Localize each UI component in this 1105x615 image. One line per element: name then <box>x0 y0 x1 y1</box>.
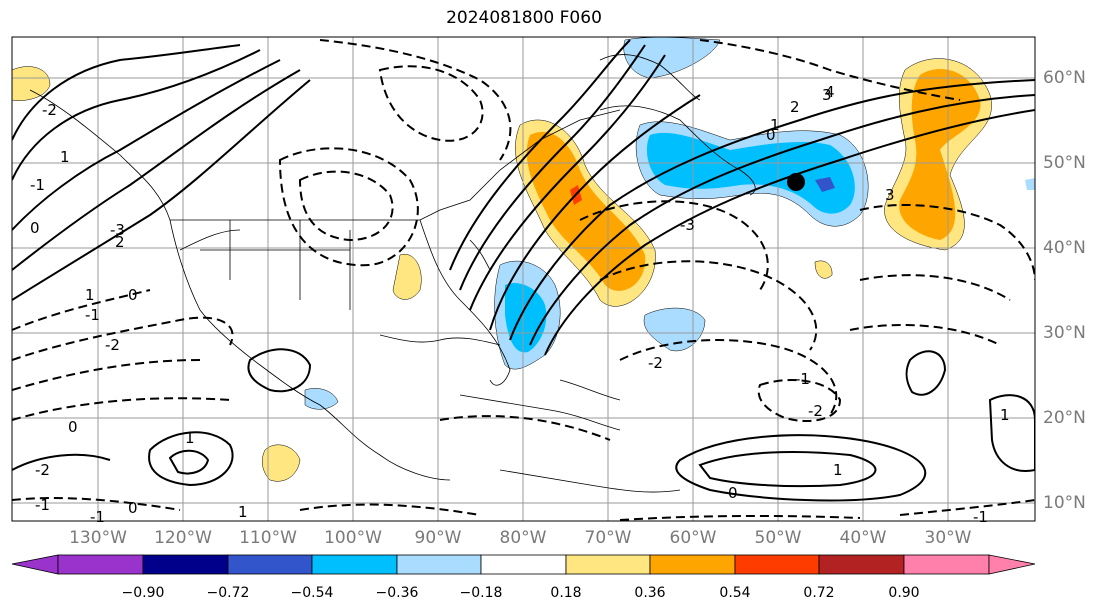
colorbar-tick-label: 0.72 <box>803 585 835 601</box>
contour-label: -2 <box>105 336 120 354</box>
contour-label: 0 <box>766 126 776 144</box>
contour-label: 0 <box>128 286 138 304</box>
contour-label: -2 <box>35 461 50 479</box>
longitude-label: 90°W <box>414 528 462 548</box>
contour-label: 1 <box>770 116 780 134</box>
longitude-label: 60°W <box>669 528 717 548</box>
longitude-label: 40°W <box>839 528 887 548</box>
colorbar-bin <box>57 554 144 575</box>
contour-label: -1 <box>973 508 988 526</box>
contour-label: 2 <box>790 98 800 116</box>
colorbar-tick-label: 0.18 <box>550 585 582 601</box>
longitude-label: 120°W <box>154 528 212 548</box>
contour-label: 0 <box>30 219 40 237</box>
contour-label: 2 <box>115 233 125 251</box>
contour-label: -1 <box>30 176 45 194</box>
colorbar-tick-label: −0.72 <box>206 585 250 601</box>
longitude-label: 50°W <box>754 528 802 548</box>
colorbar-tick-label: 0.54 <box>719 585 751 601</box>
latitude-label: 50°N <box>1043 153 1086 173</box>
contour-label: 0 <box>128 499 138 517</box>
contour-label: 1 <box>833 461 843 479</box>
contour-label: -3 <box>680 216 695 234</box>
colorbar-bin <box>565 554 651 575</box>
colorbar-extend-min <box>11 554 59 575</box>
colorbar-bin <box>142 554 229 575</box>
contour-label: 3 <box>885 186 895 204</box>
map-title: 2024081800 F060 <box>446 8 602 28</box>
latitude-label: 60°N <box>1043 68 1086 88</box>
latitude-label: 10°N <box>1043 493 1086 513</box>
gridlines <box>12 37 1035 521</box>
contour-label: 0 <box>728 484 738 502</box>
colorbar-tick-label: −0.54 <box>290 585 334 601</box>
contour-label: 1 <box>185 429 195 447</box>
contour-label: 1 <box>238 503 248 521</box>
colorbar-bin <box>227 554 313 575</box>
longitude-label: 110°W <box>239 528 297 548</box>
contour-label: -1 <box>35 496 50 514</box>
colorbar-bin <box>480 554 567 575</box>
latitude-label: 30°N <box>1043 323 1086 343</box>
colorbar-bin <box>396 554 482 575</box>
map-frame <box>11 36 1036 522</box>
contour-label: 1 <box>1000 406 1010 424</box>
colorbar-tick-label: −0.36 <box>375 585 419 601</box>
colorbar-tick-label: −0.18 <box>459 585 503 601</box>
contour-label: 4 <box>825 83 835 101</box>
contour-label: 1 <box>60 148 70 166</box>
latitude-label: 40°N <box>1043 238 1086 258</box>
negative-contours <box>12 39 1035 521</box>
contour-label: 1 <box>85 286 95 304</box>
colorbar-bin <box>649 554 736 575</box>
contour-label: -1 <box>795 370 810 388</box>
colorbar <box>11 554 1036 575</box>
shaded-anomaly-regions <box>12 37 1035 482</box>
colorbar-tick-label: 0.90 <box>888 585 920 601</box>
contour-label: -1 <box>90 508 105 526</box>
positive-contours <box>12 39 1035 502</box>
longitude-label: 130°W <box>69 528 127 548</box>
storm-center-marker <box>787 173 805 191</box>
colorbar-tick-label: −0.90 <box>121 585 165 601</box>
colorbar-bin <box>818 554 905 575</box>
contour-label: 0 <box>68 418 78 436</box>
contour-labels: 4 3 2 1 0 -1 -2 -3 1 -1 -2 -3 0 1 2 3 0 … <box>30 83 1010 526</box>
colorbar-tick-label: 0.36 <box>634 585 666 601</box>
colorbar-bin <box>734 554 820 575</box>
longitude-label: 70°W <box>584 528 632 548</box>
contour-label: 3 <box>822 86 832 104</box>
colorbar-bin <box>903 554 990 575</box>
contour-label: -3 <box>110 221 125 239</box>
contour-label: -2 <box>42 101 57 119</box>
longitude-label: 80°W <box>499 528 547 548</box>
longitude-label: 30°W <box>924 528 972 548</box>
contour-label: -1 <box>85 306 100 324</box>
latitude-label: 20°N <box>1043 408 1086 428</box>
coastlines <box>29 54 756 493</box>
colorbar-bin <box>311 554 398 575</box>
contour-label: -2 <box>648 354 663 372</box>
contour-label: -2 <box>808 402 823 420</box>
colorbar-extend-max <box>988 554 1036 575</box>
longitude-label: 100°W <box>324 528 382 548</box>
